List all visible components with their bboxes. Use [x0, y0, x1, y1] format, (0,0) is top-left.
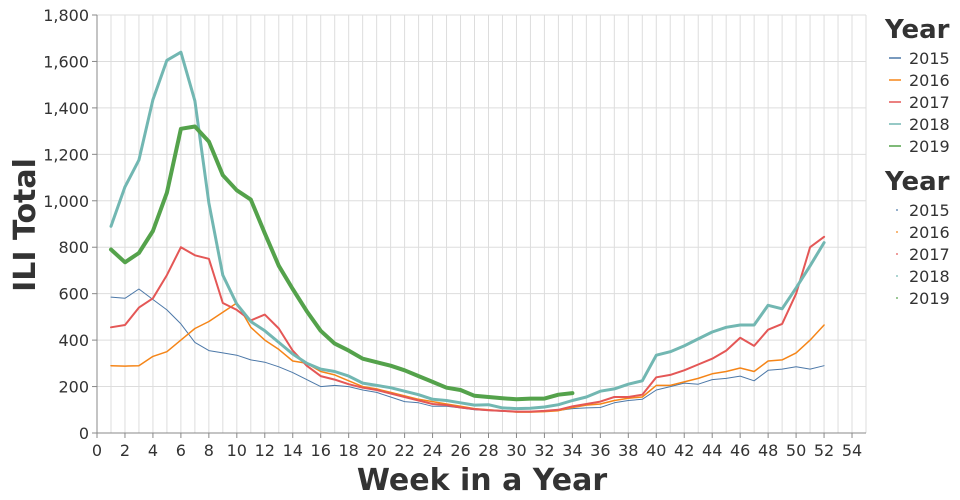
legend-label-2016: 2016 — [909, 223, 950, 242]
x-tick-label: 40 — [646, 441, 666, 460]
x-tick-label: 18 — [338, 441, 358, 460]
legend-label-2015: 2015 — [909, 49, 950, 68]
x-tick-label: 32 — [534, 441, 554, 460]
axes — [92, 14, 866, 438]
x-tick-label: 42 — [674, 441, 694, 460]
y-tick-label: 1,000 — [43, 192, 89, 211]
legend-title: Year — [884, 167, 950, 197]
series-line-2016 — [110, 302, 825, 413]
y-tick-label: 200 — [58, 378, 89, 397]
legend-label-2017: 2017 — [909, 93, 950, 112]
y-tick-label: 400 — [58, 331, 89, 350]
y-tick-label: 1,800 — [43, 6, 89, 25]
x-tick-label: 4 — [148, 441, 158, 460]
tick-labels: 0 2 4 6 8 10 12 14 16 18 20 22 24 26 28 30 32 34 36 38 40 42 4… — [43, 6, 862, 460]
legend-label-2016: 2016 — [909, 71, 950, 90]
x-tick-label: 44 — [702, 441, 722, 460]
legend-dot-symbol — [896, 253, 898, 255]
x-tick-label: 14 — [283, 441, 303, 460]
x-tick-label: 6 — [176, 441, 186, 460]
x-tick-label: 52 — [814, 441, 834, 460]
series-line-2019 — [109, 124, 575, 402]
series-line-2017 — [110, 235, 826, 413]
x-tick-label: 36 — [590, 441, 610, 460]
x-tick-label: 22 — [394, 441, 414, 460]
x-tick-label: 16 — [311, 441, 331, 460]
x-tick-label: 28 — [478, 441, 498, 460]
y-tick-label: 0 — [79, 424, 89, 443]
x-tick-label: 24 — [422, 441, 442, 460]
legend-label-2019: 2019 — [909, 137, 950, 156]
x-tick-label: 38 — [618, 441, 638, 460]
y-tick-label: 1,400 — [43, 99, 89, 118]
x-tick-label: 48 — [758, 441, 778, 460]
x-tick-label: 54 — [842, 441, 862, 460]
legend-dot-symbol — [896, 297, 898, 299]
x-tick-label: 8 — [204, 441, 214, 460]
x-tick-label: 10 — [227, 441, 247, 460]
x-tick-label: 30 — [506, 441, 526, 460]
legend-dot-symbol — [896, 275, 898, 277]
legend-label-2018: 2018 — [909, 267, 950, 286]
x-tick-label: 20 — [366, 441, 386, 460]
x-tick-label: 46 — [730, 441, 750, 460]
y-axis-title: ILI Total — [8, 158, 43, 292]
series-lines — [109, 50, 826, 413]
y-tick-label: 600 — [58, 285, 89, 304]
x-tick-label: 12 — [255, 441, 275, 460]
y-tick-label: 800 — [58, 238, 89, 257]
x-axis-title: Week in a Year — [357, 463, 607, 498]
x-tick-label: 26 — [450, 441, 470, 460]
legend-label-2015: 2015 — [909, 201, 950, 220]
y-tick-label: 1,600 — [43, 52, 89, 71]
legend-label-2017: 2017 — [909, 245, 950, 264]
legend-label-2019: 2019 — [909, 289, 950, 308]
legend-dot-symbol — [896, 209, 898, 211]
x-tick-label: 34 — [562, 441, 582, 460]
x-tick-label: 2 — [120, 441, 130, 460]
y-tick-label: 1,200 — [43, 145, 89, 164]
legend: Year 2015 2016 2017 2018 2019 Year 2015 2016 2017… — [884, 15, 950, 308]
legend-dot-symbol — [896, 231, 898, 233]
x-tick-label: 0 — [92, 441, 102, 460]
series-line-2018 — [109, 50, 826, 411]
gridlines — [96, 14, 867, 434]
legend-title: Year — [884, 15, 950, 45]
x-tick-label: 50 — [786, 441, 806, 460]
legend-label-2018: 2018 — [909, 115, 950, 134]
